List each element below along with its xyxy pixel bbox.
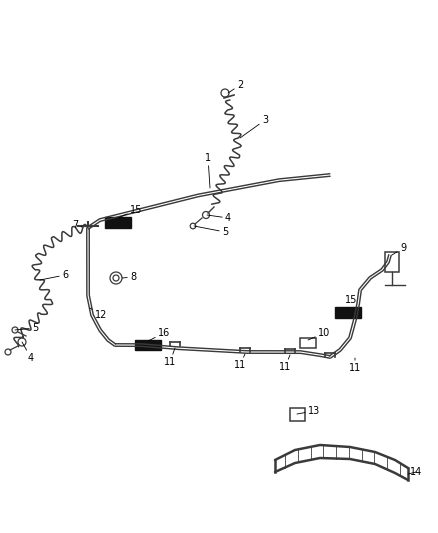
Text: 14: 14 [408, 467, 422, 477]
Bar [135, 340, 161, 350]
Text: 9: 9 [392, 243, 406, 255]
Text: 1: 1 [205, 153, 211, 188]
Text: 11: 11 [279, 355, 291, 372]
Text: 11: 11 [234, 354, 246, 370]
Text: 15: 15 [118, 205, 142, 218]
Bar [385, 252, 399, 272]
Text: 13: 13 [297, 406, 320, 416]
Text: 4: 4 [207, 213, 231, 223]
Text: 16: 16 [148, 328, 170, 341]
Text: 11: 11 [164, 348, 176, 367]
Text: 11: 11 [349, 358, 361, 373]
Bar [105, 216, 131, 228]
Text: 8: 8 [122, 272, 136, 282]
Text: 5: 5 [15, 323, 38, 333]
Text: 4: 4 [22, 342, 34, 363]
Bar [335, 306, 361, 318]
Text: 7: 7 [72, 220, 82, 230]
Bar [290, 408, 305, 421]
Text: 12: 12 [90, 308, 107, 320]
Text: 10: 10 [308, 328, 330, 340]
Text: 15: 15 [345, 295, 357, 308]
Text: 3: 3 [240, 115, 268, 138]
Text: 5: 5 [194, 226, 228, 237]
Bar [300, 338, 316, 348]
Text: 6: 6 [40, 270, 68, 280]
Text: 2: 2 [228, 80, 243, 93]
